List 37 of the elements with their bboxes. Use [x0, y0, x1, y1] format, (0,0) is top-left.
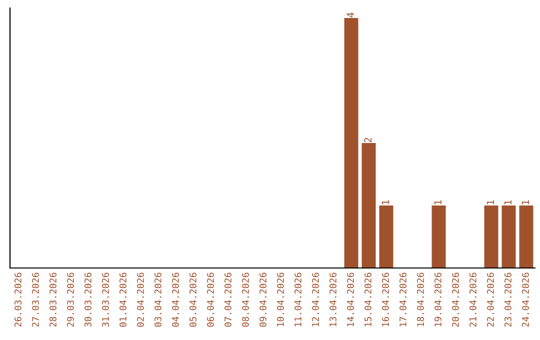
x-tick-label: 30.03.2026: [84, 272, 92, 327]
x-tick-label: 19.04.2026: [434, 272, 442, 326]
x-tick-label: 31.03.2026: [102, 272, 109, 327]
x-tick-label: 15.04.2026: [364, 272, 372, 326]
x-tick-label: 23.04.2026: [504, 272, 512, 327]
x-tick-label: 09.04.2026: [260, 272, 266, 327]
data-label: 1: [382, 200, 389, 204]
x-tick-label: 24.04.2026: [522, 272, 529, 327]
x-tick-label: 28.03.2026: [50, 272, 56, 327]
x-tick-label: 01.04.2026: [120, 272, 126, 327]
data-label: 2: [364, 138, 372, 142]
x-tick-label: 12.04.2026: [312, 272, 319, 326]
x-tick-label: 08.04.2026: [242, 272, 249, 327]
data-label: 4: [346, 12, 354, 18]
x-tick-label: 27.03.2026: [32, 272, 39, 327]
x-tick-label: 05.04.2026: [190, 272, 196, 327]
x-tick-label: 16.04.2026: [382, 272, 389, 326]
x-tick-label: 10.04.2026: [277, 272, 284, 326]
data-label: 1: [434, 200, 442, 204]
x-tick-label: 17.04.2026: [400, 272, 406, 326]
x-tick-label: 04.04.2026: [172, 272, 179, 327]
x-tick-label: 02.04.2026: [137, 272, 144, 327]
x-tick-label: 29.03.2026: [67, 272, 74, 327]
data-label: 1: [486, 200, 494, 204]
x-tick-label: 18.04.2026: [417, 272, 424, 326]
x-tick-label: 14.04.2026: [347, 272, 354, 326]
x-tick-label: 07.04.2026: [224, 272, 232, 327]
data-label: 1: [504, 200, 512, 204]
x-tick-label: 22.04.2026: [487, 272, 494, 327]
x-tick-label: 21.04.2026: [470, 272, 476, 327]
x-tick-label: 20.04.2026: [452, 272, 459, 327]
x-tick-label: 26.03.2026: [14, 272, 22, 327]
x-tick-label: 13.04.2026: [330, 272, 336, 326]
data-label: 1: [522, 200, 529, 204]
x-tick-label: 03.04.2026: [154, 272, 162, 327]
x-tick-label: 11.04.2026: [294, 272, 302, 326]
x-tick-label: 06.04.2026: [207, 272, 214, 327]
